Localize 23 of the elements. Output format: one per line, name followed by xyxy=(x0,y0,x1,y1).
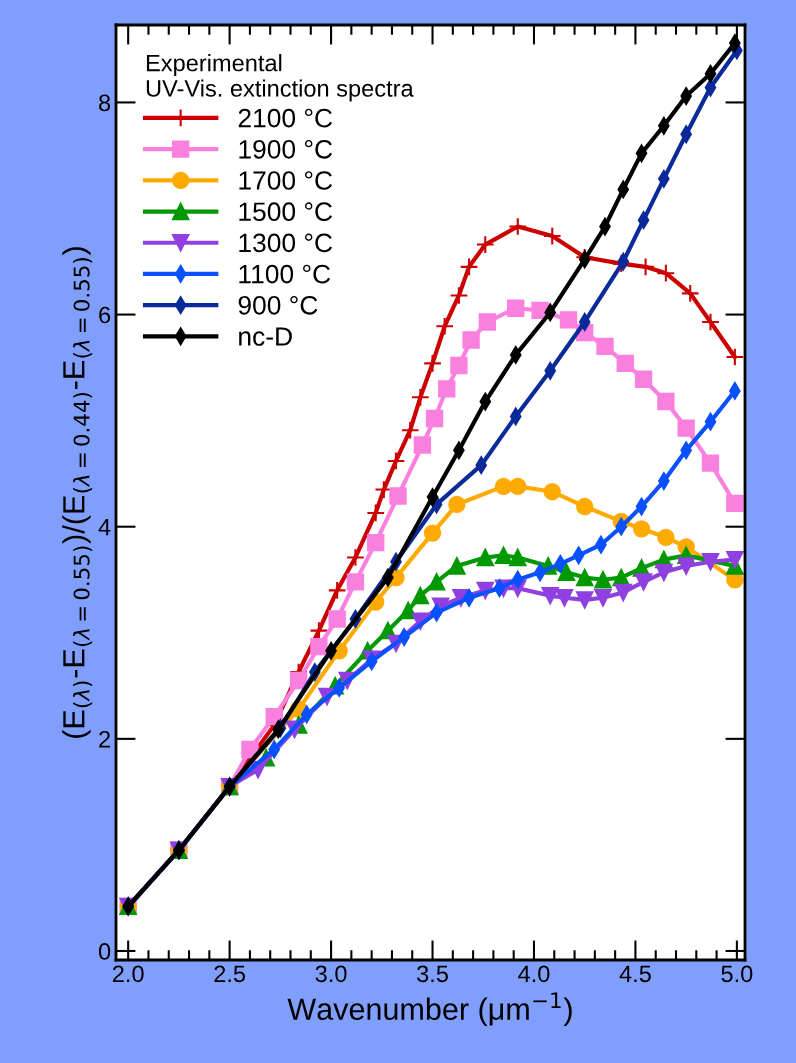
legend-title: Experimental UV-Vis. extinction spectra xyxy=(146,54,414,102)
y-tick-label: 4 xyxy=(98,519,111,536)
y-tick-label: 0 xyxy=(98,943,111,960)
x-tick-label: 3.5 xyxy=(417,965,448,983)
x-tick-label: 3.0 xyxy=(315,965,347,983)
legend-label: 2100 °C xyxy=(238,108,333,128)
x-tick-label: 4.0 xyxy=(518,965,550,983)
legend-label: 1900 °C xyxy=(239,139,333,159)
legend-label: 1100 °C xyxy=(239,264,331,284)
y-tick-label: 6 xyxy=(99,306,111,324)
x-tick-label: 4.5 xyxy=(619,965,651,983)
x-tick-label: 5.0 xyxy=(721,965,753,983)
x-tick-label: 2.0 xyxy=(112,965,144,983)
x-axis-title: Wavenumber (μm$^{−1}$) xyxy=(287,992,572,1027)
text: (E$_{(λ)}$-E$_{(λ=0.55)}$)/(E$_{(λ=0.44)}$-E$_{(λ=0.55)}$) xyxy=(62,247,93,738)
legend-label: 1300 °C xyxy=(239,233,333,253)
y-tick-label: 2 xyxy=(99,730,110,748)
legend-label: 900 °C xyxy=(238,295,318,315)
legend-label: nc-D xyxy=(239,327,292,346)
legend-label: 1500 °C xyxy=(239,202,333,222)
x-tick-label: 2.5 xyxy=(214,965,246,983)
legend-label: 1700 °C xyxy=(239,171,333,190)
y-tick-label: 8 xyxy=(99,94,111,112)
